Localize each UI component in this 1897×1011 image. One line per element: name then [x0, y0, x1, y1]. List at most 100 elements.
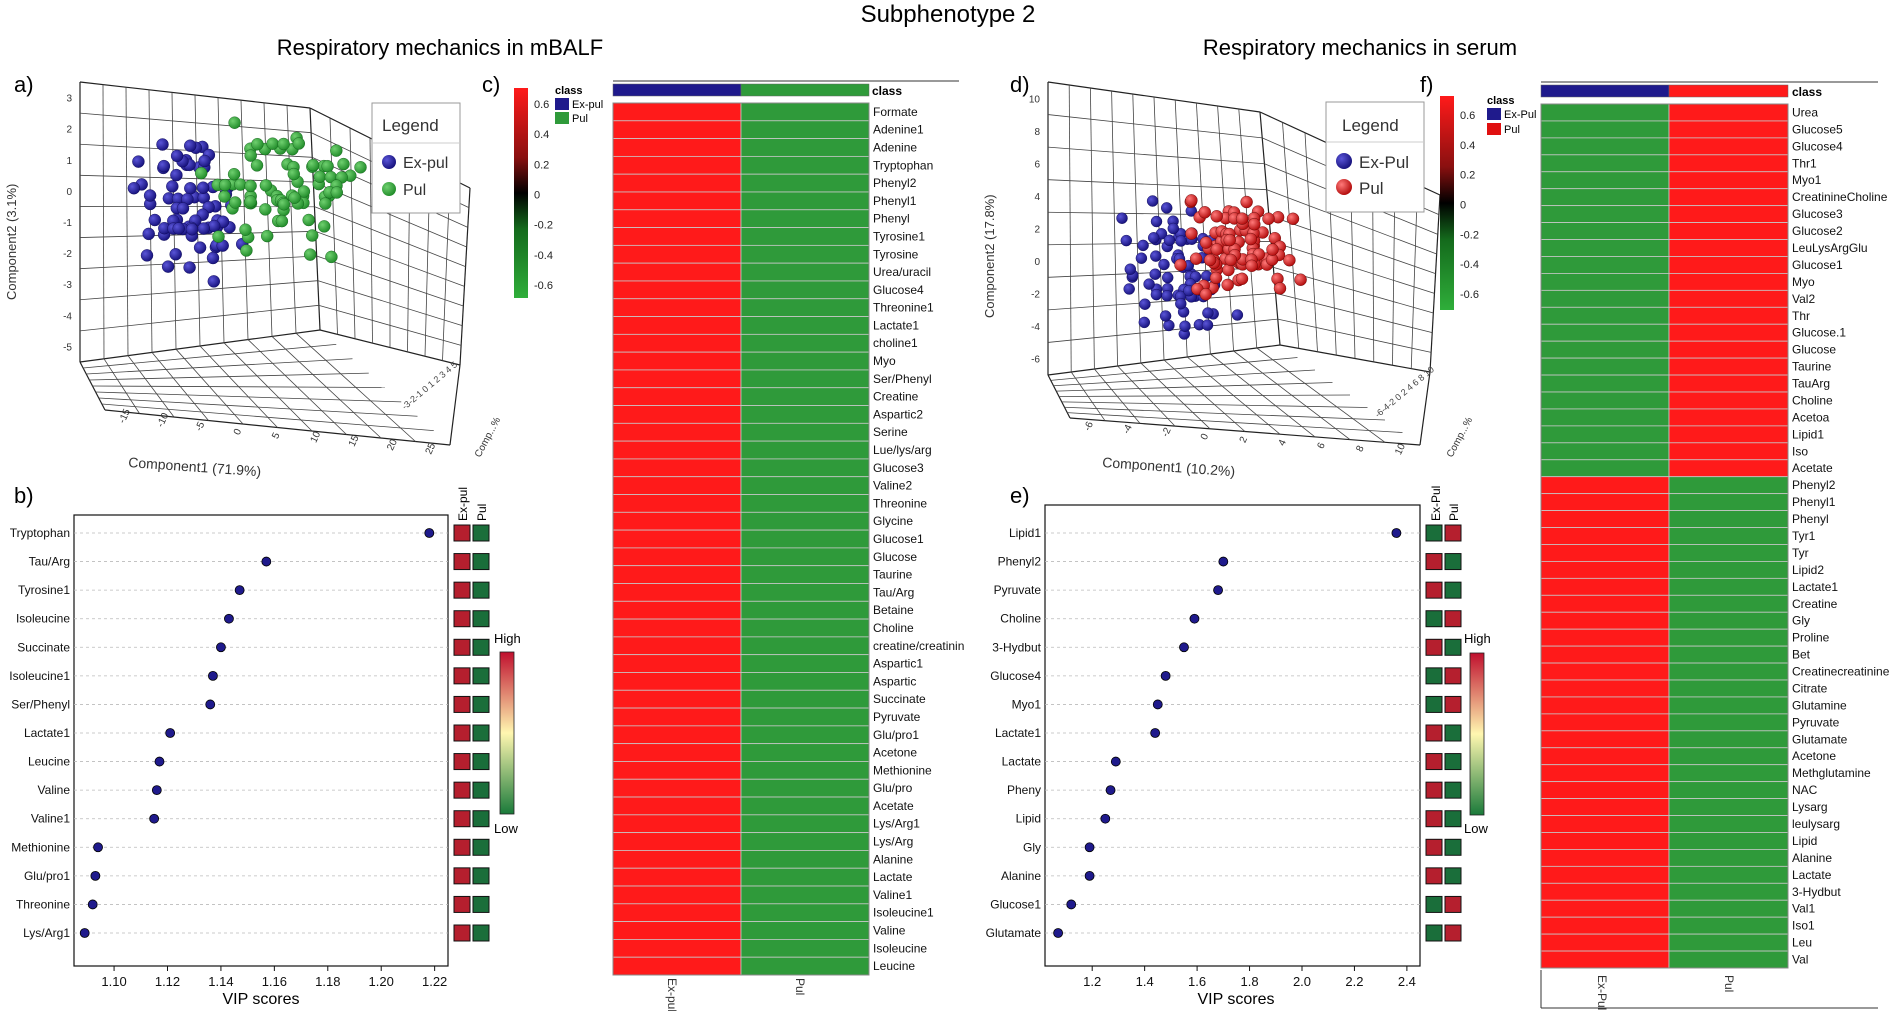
heatmap-c-cell-pul [740, 725, 870, 745]
heatmap-f-row-label: Proline [1792, 631, 1830, 645]
heatmap-c-cell-pul [740, 191, 870, 211]
pca-d-gridline [1090, 87, 1095, 370]
vip-e-class-label-pul: Pul [1447, 504, 1461, 521]
pca-a-gridline [125, 87, 129, 356]
heatmap-c-cell-pul [740, 778, 870, 798]
heatmap-f-row-label: Gly [1792, 614, 1810, 628]
vip-b-class-box [472, 810, 490, 828]
heatmap-c-cell-pul [740, 654, 870, 673]
heatmap-f-row-label: Choline [1792, 393, 1833, 407]
vip-b-point [234, 585, 245, 596]
heatmap-f-row-label: Alanine [1792, 851, 1832, 865]
pca-d-point-expul [1143, 278, 1155, 290]
panel-letter-d: d) [1010, 72, 1030, 97]
pca-a-gridline [83, 343, 337, 369]
heatmap-c-row-label: Adenine1 [873, 123, 924, 137]
pca-a-gridline [317, 280, 463, 327]
heatmap-f-cell-pul [1668, 205, 1789, 223]
pca-a-gridline [79, 112, 312, 134]
vip-e-label: Phenyl2 [998, 555, 1042, 569]
heatmap-c-row-label: Phenyl [873, 212, 910, 226]
heatmap-f-cell-expul [1540, 273, 1670, 291]
vip-e-xtick-label: 2.2 [1345, 974, 1363, 989]
pca-a-zlabel: Comp...% [473, 415, 503, 459]
vip-e-class-box [1425, 781, 1443, 799]
heatmap-f-cell-pul [1668, 933, 1789, 952]
pca-d-point-expul [1175, 235, 1187, 247]
pca-d-point-expul [1158, 258, 1170, 271]
vip-e-label: Choline [1000, 612, 1041, 626]
vip-e-point [1084, 870, 1095, 881]
pca-a-point-expul [157, 159, 171, 173]
heatmap-f-cell-pul [1668, 832, 1789, 850]
section-title-right: Respiratory mechanics in serum [1203, 35, 1517, 60]
scale-c-tick: -0.6 [534, 280, 553, 292]
heatmap-f-cell-expul [1540, 510, 1670, 528]
pca-a-gridline [316, 255, 464, 307]
vip-b-label: Ser/Phenyl [11, 697, 70, 711]
heatmap-f-cell-pul [1668, 306, 1789, 325]
pca-d-ylabel: Component2 (17.8%) [982, 194, 997, 318]
pca-d-ytick: 2 [1034, 225, 1040, 236]
heatmap-c-cell-expul [612, 725, 742, 745]
heatmap-f-row-label: Lipid2 [1792, 563, 1824, 577]
pca-d-ytick: -2 [1031, 290, 1040, 301]
pca-a-ytick: -1 [63, 218, 72, 229]
pca-a-point-expul [197, 222, 211, 235]
heatmap-c-cell-expul [612, 227, 742, 246]
vip-b-class-box [453, 695, 471, 713]
vip-e-label: Alanine [1001, 869, 1041, 883]
legend-f-swatch-pul [1487, 123, 1501, 135]
heatmap-f-cell-expul [1540, 798, 1670, 816]
pca-d-point-pul [1240, 195, 1253, 209]
heatmap-c-cell-expul [612, 369, 742, 389]
pca-a-axis [449, 364, 461, 446]
pca-d-gridline [1047, 114, 1263, 139]
vip-e-xtick-label: 2.4 [1398, 974, 1416, 989]
heatmap-f-cell-expul [1540, 205, 1670, 223]
heatmap-f-cell-pul [1668, 323, 1789, 342]
heatmap-c-cell-pul [740, 618, 870, 638]
pca-plot-d: 10 8 6 4 2 0 -2 -4 -6 -6 -4 -2 0 2 4 6 8 10 Legend Ex-Pul… [982, 81, 1475, 479]
heatmap-f-row-label: Taurine [1792, 360, 1832, 374]
heatmap-f-class-bar-pul [1668, 84, 1789, 98]
heatmap-c-cell-expul [612, 155, 742, 175]
scale-f-tick: -0.4 [1460, 259, 1479, 271]
heatmap-f-cell-pul [1668, 154, 1789, 173]
heatmap-f-cell-expul [1540, 171, 1670, 190]
vip-e-xtick-label: 1.2 [1083, 974, 1101, 989]
pca-a-legend: Legend Ex-pul Pul [371, 102, 461, 214]
heatmap-f-row-label: NAC [1792, 783, 1818, 797]
heatmap-c-cell-pul [740, 511, 870, 531]
heatmap-f-cell-expul [1540, 696, 1670, 715]
vip-b-scale-high: High [494, 631, 521, 646]
pca-d-gridline [1068, 84, 1072, 373]
heatmap-f-cell-pul [1668, 611, 1789, 630]
pca-d-point-expul [1150, 215, 1163, 228]
heatmap-c-cell-expul [612, 244, 742, 264]
heatmap-c-row-label: Phenyl2 [873, 176, 917, 190]
heatmap-c-cell-expul [612, 796, 742, 816]
heatmap-f-cell-expul [1540, 662, 1670, 681]
heatmap-f-cell-pul [1668, 561, 1789, 579]
vip-e-point [1053, 928, 1064, 938]
heatmap-c-cell-expul [612, 494, 742, 513]
pca-a-point-pul [250, 159, 264, 172]
pca-a-point-pul [251, 137, 264, 151]
heatmap-c-row-label: Ser/Phenyl [873, 372, 932, 386]
heatmap-f-frame [1540, 103, 1789, 969]
legend-f-swatch-expul [1487, 108, 1501, 120]
pca-d-xtick: 4 [1277, 438, 1290, 448]
pca-a-point-pul [234, 178, 247, 191]
pca-d-point-pul [1174, 258, 1187, 272]
heatmap-f-row-label: Val1 [1792, 902, 1815, 916]
heatmap-c-row-label: Methionine [873, 763, 932, 777]
pca-d-ytick: 4 [1034, 192, 1040, 203]
heatmap-f-cell-pul [1668, 374, 1789, 393]
vip-b-label: Leucine [28, 755, 70, 769]
pca-a-xtick: 5 [270, 431, 283, 441]
heatmap-f-row-label: Phenyl [1792, 512, 1829, 526]
heatmap-c-cell-pul [740, 761, 870, 780]
vip-e-class-box [1444, 924, 1462, 942]
heatmap-c-cell-expul [612, 814, 742, 834]
